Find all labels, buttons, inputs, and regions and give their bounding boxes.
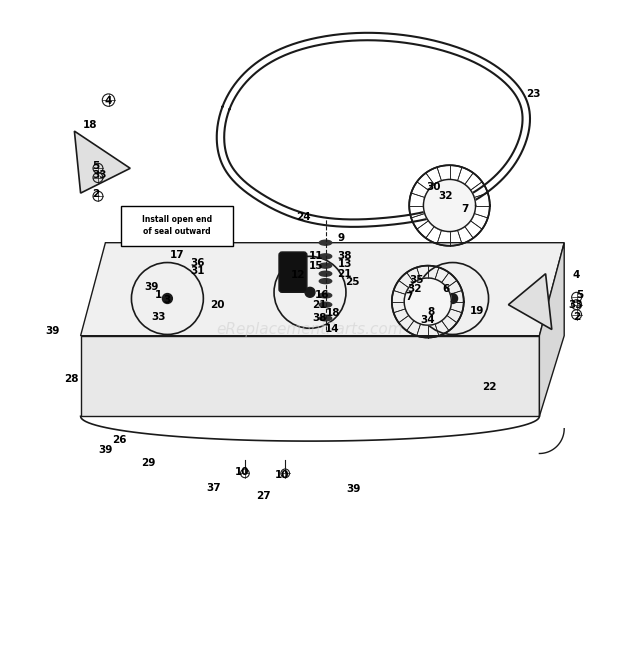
Text: 33: 33 <box>151 312 166 322</box>
Text: 39: 39 <box>346 484 361 494</box>
Polygon shape <box>81 243 564 335</box>
Circle shape <box>162 293 172 303</box>
Text: 22: 22 <box>482 382 497 391</box>
Text: 4: 4 <box>105 96 112 106</box>
Text: 38: 38 <box>337 251 352 262</box>
Text: 28: 28 <box>64 374 79 384</box>
Circle shape <box>305 287 315 297</box>
Text: 2: 2 <box>92 189 100 199</box>
Polygon shape <box>81 335 539 416</box>
Text: 19: 19 <box>470 306 485 316</box>
Text: 16: 16 <box>315 291 330 301</box>
Ellipse shape <box>319 272 332 276</box>
Text: Install open end
of seal outward: Install open end of seal outward <box>141 215 212 236</box>
Text: 35: 35 <box>409 275 424 285</box>
Circle shape <box>448 293 458 303</box>
Ellipse shape <box>319 316 332 321</box>
Polygon shape <box>539 243 564 416</box>
Text: 21: 21 <box>337 269 352 279</box>
Text: 37: 37 <box>206 482 221 492</box>
Text: 5: 5 <box>92 161 100 171</box>
Text: 23: 23 <box>526 89 541 99</box>
Text: 11: 11 <box>309 251 324 262</box>
Ellipse shape <box>319 254 332 259</box>
Text: 33: 33 <box>568 300 583 310</box>
Text: 14: 14 <box>324 324 339 335</box>
Text: 39: 39 <box>45 326 60 335</box>
Text: 4: 4 <box>573 270 580 280</box>
Text: 13: 13 <box>337 260 352 270</box>
Text: 8: 8 <box>427 307 435 317</box>
Text: 25: 25 <box>345 277 360 287</box>
Text: 32: 32 <box>407 283 422 293</box>
Text: 30: 30 <box>427 182 441 192</box>
Polygon shape <box>508 273 552 330</box>
Text: 32: 32 <box>438 191 453 201</box>
Text: 5: 5 <box>576 291 583 301</box>
Text: 9: 9 <box>337 233 345 243</box>
Text: 17: 17 <box>169 250 184 260</box>
Text: 3: 3 <box>164 295 171 304</box>
Text: 21: 21 <box>312 300 327 310</box>
Text: 33: 33 <box>92 169 107 179</box>
Text: 7: 7 <box>461 204 469 214</box>
Text: 26: 26 <box>112 435 126 445</box>
Text: 36: 36 <box>190 258 205 268</box>
Ellipse shape <box>319 279 332 283</box>
Circle shape <box>404 278 451 325</box>
Ellipse shape <box>319 293 332 298</box>
Text: 39: 39 <box>144 282 159 293</box>
Text: eReplacementParts.com: eReplacementParts.com <box>216 322 404 337</box>
Text: 1: 1 <box>154 291 162 301</box>
Ellipse shape <box>319 241 332 245</box>
Circle shape <box>423 179 476 231</box>
Text: 27: 27 <box>256 491 271 501</box>
Text: 6: 6 <box>443 284 450 294</box>
Text: 38: 38 <box>312 313 327 324</box>
Text: 20: 20 <box>210 300 224 310</box>
Ellipse shape <box>319 263 332 268</box>
FancyBboxPatch shape <box>121 206 232 246</box>
Text: 12: 12 <box>290 270 305 280</box>
Text: 31: 31 <box>190 266 205 275</box>
Text: 39: 39 <box>98 445 113 455</box>
Text: 18: 18 <box>326 308 341 318</box>
Text: 34: 34 <box>420 314 435 325</box>
FancyBboxPatch shape <box>279 252 307 293</box>
Text: 10: 10 <box>275 471 290 480</box>
Text: 10: 10 <box>234 467 249 477</box>
Text: 29: 29 <box>141 458 156 468</box>
Text: 7: 7 <box>405 292 413 302</box>
Text: 15: 15 <box>309 261 324 272</box>
Text: 18: 18 <box>82 120 97 130</box>
Ellipse shape <box>319 302 332 307</box>
Polygon shape <box>74 131 130 193</box>
Text: 24: 24 <box>296 212 311 221</box>
Text: 2: 2 <box>573 312 580 322</box>
